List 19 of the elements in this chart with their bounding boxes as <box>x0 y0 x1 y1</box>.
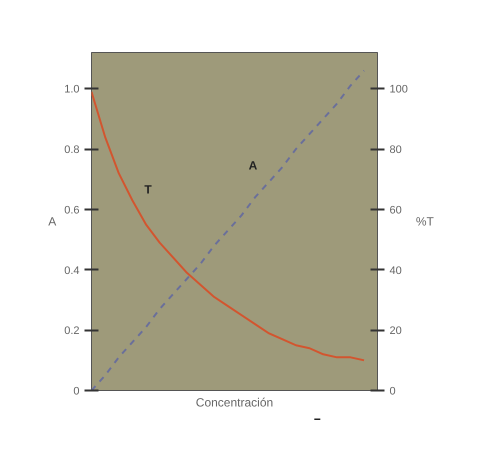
y2-tick-label: 100 <box>390 84 408 96</box>
y-axis-title: A <box>48 214 56 228</box>
y2-tick-label: 20 <box>390 325 402 338</box>
y2-axis-title: %T <box>416 214 435 228</box>
y2-tick-label: 60 <box>390 204 402 216</box>
x-axis-title: Concentración <box>196 396 274 410</box>
y-tick-label: 0.8 <box>64 144 80 156</box>
line-series <box>92 90 366 362</box>
y-tick-label: 0.6 <box>64 204 80 216</box>
line-series <box>92 70 366 390</box>
series-label: A <box>248 158 258 172</box>
series-label: T <box>144 182 152 196</box>
y-tick-label: 1.0 <box>64 84 80 96</box>
y2-tick-label: 80 <box>390 144 402 156</box>
y2-tick-label: 40 <box>390 264 402 277</box>
y2-tick-label: 0 <box>390 386 396 398</box>
y-tick-label: 0.2 <box>64 325 80 338</box>
y-tick-label: 0.4 <box>64 264 80 277</box>
y-tick-label: 0 <box>73 386 80 398</box>
